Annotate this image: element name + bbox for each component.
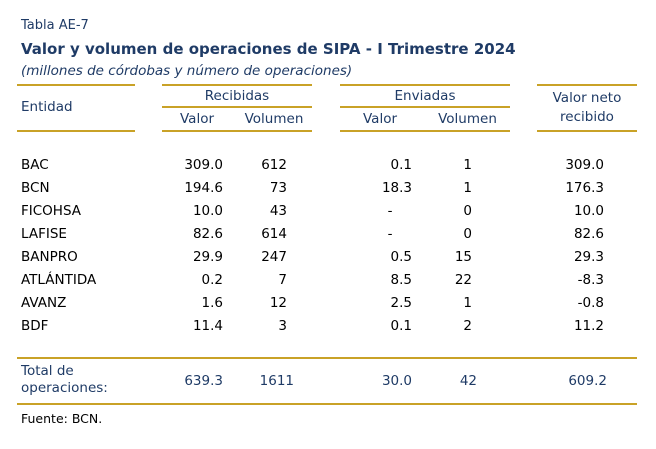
header-rec-volumen: Volumen — [244, 111, 304, 127]
header-bottom-rule-recibidas — [162, 130, 312, 132]
total-neto: 609.2 — [568, 373, 607, 389]
row-rec-volumen: 73 — [269, 180, 287, 196]
header-recibidas: Recibidas — [204, 88, 270, 104]
row-env-volumen: 2 — [463, 318, 472, 334]
row-rec-valor: 10.0 — [192, 203, 223, 219]
row-rec-valor: 194.6 — [184, 180, 223, 196]
table-subtitle: (millones de córdobas y número de operac… — [21, 63, 353, 79]
header-env-valor: Valor — [362, 111, 398, 127]
row-entidad: ATLÁNTIDA — [21, 272, 97, 288]
row-env-volumen: 1 — [463, 180, 472, 196]
total-env-volumen: 42 — [459, 373, 477, 389]
header-enviadas: Enviadas — [394, 88, 456, 104]
row-neto: 11.2 — [573, 318, 604, 334]
row-env-valor: 2.5 — [390, 295, 412, 311]
total-rec-valor: 639.3 — [184, 373, 223, 389]
row-env-volumen: 1 — [463, 157, 472, 173]
row-env-volumen: 0 — [463, 226, 472, 242]
row-neto: 10.0 — [573, 203, 604, 219]
row-entidad: LAFISE — [21, 226, 67, 242]
row-env-valor: 8.5 — [390, 272, 412, 288]
row-rec-volumen: 43 — [269, 203, 287, 219]
row-rec-valor: 0.2 — [201, 272, 223, 288]
row-env-volumen: 15 — [454, 249, 472, 265]
header-valor-neto-1: Valor neto — [552, 90, 622, 106]
row-env-valor: 0.1 — [390, 318, 412, 334]
row-entidad: BCN — [21, 180, 50, 196]
row-env-volumen: 22 — [454, 272, 472, 288]
row-env-valor: 0.1 — [390, 157, 412, 173]
row-rec-valor: 82.6 — [192, 226, 223, 242]
row-rec-volumen: 612 — [261, 157, 287, 173]
total-env-valor: 30.0 — [381, 373, 412, 389]
row-rec-volumen: 7 — [278, 272, 287, 288]
row-entidad: BAC — [21, 157, 49, 173]
row-rec-valor: 29.9 — [192, 249, 223, 265]
top-rule-enviadas — [340, 84, 510, 86]
mid-rule-enviadas — [340, 106, 510, 108]
top-rule-entidad — [17, 84, 135, 86]
row-neto: 309.0 — [565, 157, 604, 173]
row-neto: -0.8 — [577, 295, 604, 311]
source-note: Fuente: BCN. — [21, 411, 103, 426]
row-env-valor: - — [387, 203, 393, 219]
header-entidad: Entidad — [21, 99, 73, 115]
bottom-rule — [17, 403, 637, 405]
row-rec-valor: 1.6 — [201, 295, 223, 311]
row-env-valor: - — [387, 226, 393, 242]
header-bottom-rule-neto — [537, 130, 637, 132]
row-env-volumen: 1 — [463, 295, 472, 311]
header-env-volumen: Volumen — [438, 111, 497, 127]
row-rec-valor: 11.4 — [192, 318, 223, 334]
top-rule-recibidas — [162, 84, 312, 86]
total-rec-volumen: 1611 — [259, 373, 294, 389]
total-label: Total de operaciones: — [21, 363, 108, 397]
row-neto: 176.3 — [565, 180, 604, 196]
row-rec-volumen: 3 — [278, 318, 287, 334]
row-env-volumen: 0 — [463, 203, 472, 219]
total-label-line1: Total de — [21, 363, 74, 379]
header-rec-valor: Valor — [179, 111, 215, 127]
row-entidad: AVANZ — [21, 295, 67, 311]
row-neto: 82.6 — [573, 226, 604, 242]
total-label-line2: operaciones: — [21, 380, 108, 396]
row-neto: 29.3 — [573, 249, 604, 265]
row-rec-valor: 309.0 — [184, 157, 223, 173]
header-valor-neto-2: recibido — [560, 109, 614, 125]
table-title: Valor y volumen de operaciones de SIPA -… — [21, 40, 516, 58]
row-rec-volumen: 247 — [261, 249, 287, 265]
top-rule-neto — [537, 84, 637, 86]
row-rec-volumen: 614 — [261, 226, 287, 242]
row-entidad: BDF — [21, 318, 49, 334]
row-neto: -8.3 — [577, 272, 604, 288]
row-env-valor: 0.5 — [390, 249, 412, 265]
mid-rule-recibidas — [162, 106, 312, 108]
header-bottom-rule-entidad — [17, 130, 135, 132]
row-entidad: FICOHSA — [21, 203, 82, 219]
row-rec-volumen: 12 — [269, 295, 287, 311]
row-env-valor: 18.3 — [381, 180, 412, 196]
row-entidad: BANPRO — [21, 249, 78, 265]
table-label: Tabla AE-7 — [21, 18, 89, 33]
header-bottom-rule-enviadas — [340, 130, 510, 132]
total-top-rule — [17, 357, 637, 359]
